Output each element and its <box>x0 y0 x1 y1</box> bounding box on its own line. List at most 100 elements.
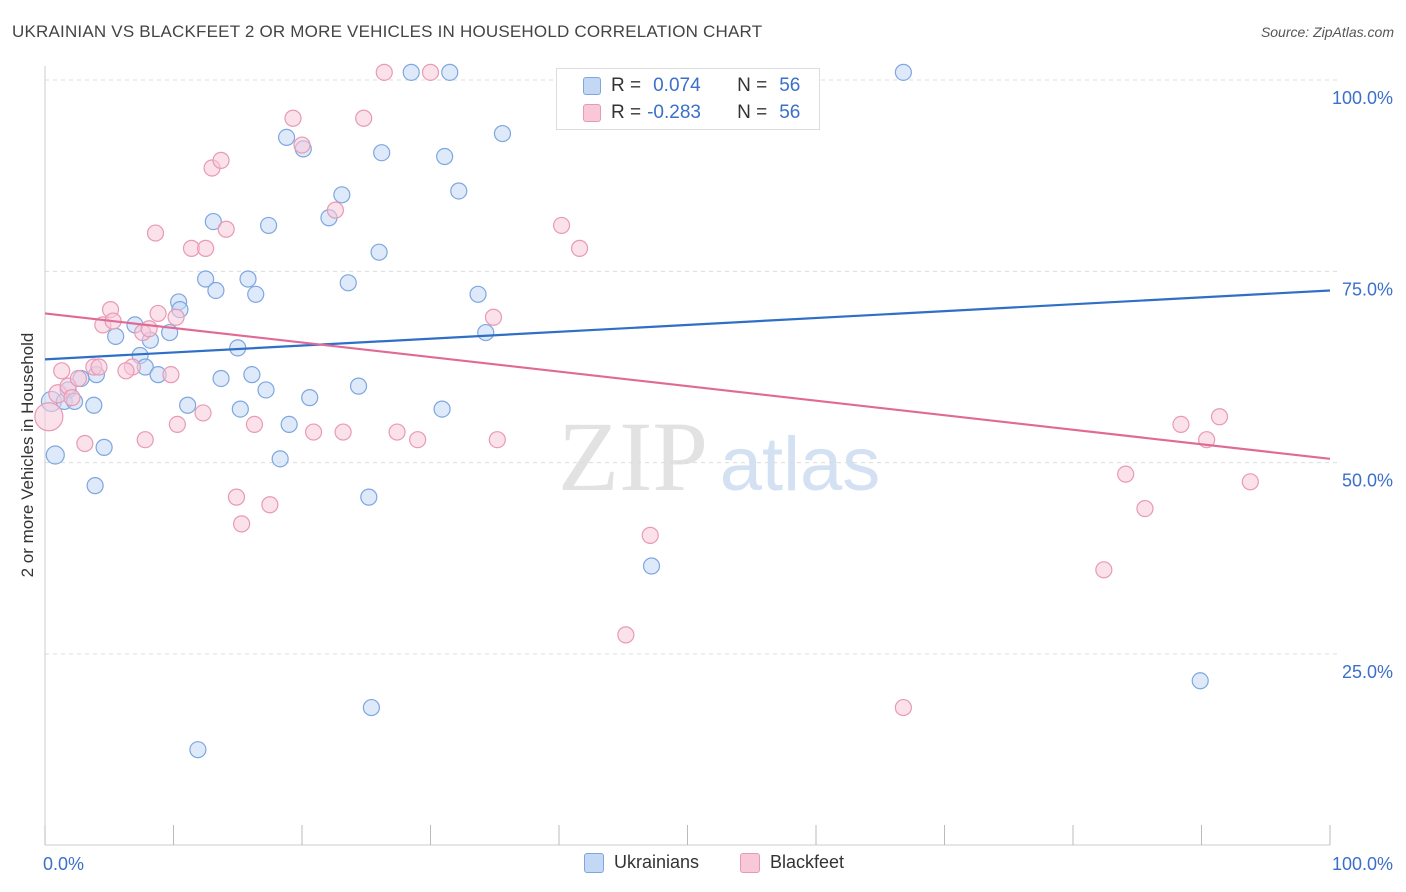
blackfeet-point <box>227 488 246 506</box>
watermark-zip: ZIP <box>558 401 708 512</box>
blackfeet-point <box>233 515 251 533</box>
ukrainians-point <box>894 63 912 81</box>
blackfeet-r-value: -0.283 <box>647 102 701 123</box>
blackfeet-point <box>1117 465 1135 483</box>
blackfeet-point <box>304 423 323 441</box>
blackfeet-point <box>149 304 167 323</box>
legend-blackfeet-label: Blackfeet <box>770 852 845 872</box>
ukrainians-point <box>257 381 275 399</box>
blackfeet-point <box>355 109 373 127</box>
legend-row-ukrainians: R = 0.074 N = 56 <box>583 74 800 98</box>
ukrainians-point <box>212 369 230 388</box>
series-legend: Ukrainians Blackfeet <box>0 852 1406 876</box>
correlation-legend: R = 0.074 N = 56 R = -0.283 N = 56 <box>556 68 820 130</box>
blackfeet-point <box>570 239 589 257</box>
ukrainians-point <box>373 144 391 162</box>
ukrainians-point <box>243 366 261 384</box>
ukrainians-trend-line <box>44 289 1331 361</box>
ukrainians-point <box>280 415 298 433</box>
ukrainians-point <box>189 741 207 759</box>
blackfeet-point <box>162 366 180 384</box>
blackfeet-point <box>1172 415 1190 433</box>
legend-ukrainians-label: Ukrainians <box>614 852 700 872</box>
blackfeet-point <box>284 109 302 127</box>
chart-title: UKRAINIAN VS BLACKFEET 2 OR MORE VEHICLE… <box>12 22 763 41</box>
ukrainians-point <box>436 147 454 166</box>
ukrainians-point <box>85 396 103 414</box>
blackfeet-n-label: N = <box>737 102 768 123</box>
ukrainians-point <box>301 389 319 407</box>
ukrainians-point <box>441 63 459 81</box>
blackfeet-point <box>167 308 185 326</box>
ukrainians-n-value: 56 <box>779 75 801 96</box>
ukrainians-point <box>86 477 104 495</box>
ukrainians-point <box>239 270 257 288</box>
blackfeet-point <box>212 151 230 169</box>
ukrainians-point <box>45 445 65 465</box>
ukrainians-point <box>339 274 357 292</box>
blackfeet-n-value: 56 <box>779 102 801 123</box>
blackfeet-point <box>63 389 81 407</box>
ukrainians-point <box>362 698 380 717</box>
ukrainians-point <box>1191 672 1209 690</box>
blackfeet-point <box>53 362 71 380</box>
y-tick-label: 75.0% <box>1342 279 1393 299</box>
ukrainians-point <box>271 450 289 468</box>
ukrainians-point <box>197 270 215 288</box>
ukrainians-point <box>402 63 420 81</box>
blackfeet-point <box>146 224 165 242</box>
blackfeet-point <box>90 358 108 376</box>
y-tick-label: 25.0% <box>1342 662 1393 682</box>
ukrainians-point <box>450 182 468 200</box>
blackfeet-r-label: R = <box>611 102 642 123</box>
blackfeet-point <box>197 239 215 257</box>
legend-blackfeet-swatch <box>740 852 760 873</box>
blackfeet-point <box>245 415 264 433</box>
blackfeet-point <box>217 220 235 238</box>
ukrainians-point <box>477 323 495 342</box>
blackfeet-point <box>421 63 440 81</box>
ukrainians-r-value: 0.074 <box>653 75 701 96</box>
ukrainians-point <box>370 243 388 261</box>
blackfeet-point <box>34 402 64 432</box>
blackfeet-point <box>617 626 635 644</box>
blackfeet-point <box>261 496 279 514</box>
blackfeet-point <box>326 201 345 219</box>
blackfeet-point <box>76 434 94 453</box>
blackfeet-point <box>334 423 352 441</box>
x-tick-label-max: 100.0% <box>1332 854 1393 874</box>
ukrainians-swatch <box>583 77 601 95</box>
blackfeet-point <box>375 63 393 81</box>
ukrainians-point <box>433 400 451 418</box>
ukrainians-r-label: R = <box>611 75 642 96</box>
blackfeet-point <box>1241 473 1259 491</box>
blackfeet-point <box>117 362 135 380</box>
ukrainians-point <box>207 281 225 300</box>
blackfeet-point <box>409 431 427 449</box>
ukrainians-point <box>360 488 378 506</box>
blackfeet-point <box>194 404 212 422</box>
blackfeet-point <box>140 320 158 338</box>
ukrainians-point <box>259 216 278 235</box>
ukrainians-point <box>95 438 113 456</box>
legend-row-blackfeet: R = -0.283 N = 56 <box>583 101 800 125</box>
ukrainians-point <box>349 377 368 395</box>
blackfeet-point <box>484 308 503 326</box>
ukrainians-point <box>642 557 661 575</box>
ukrainians-point <box>469 285 487 303</box>
y-tick-label: 50.0% <box>1342 471 1393 491</box>
ukrainians-point <box>231 400 249 418</box>
watermark-atlas: atlas <box>720 422 881 507</box>
ukrainians-point <box>107 327 125 345</box>
blackfeet-point <box>641 526 659 544</box>
blackfeet-swatch <box>583 104 601 122</box>
source-label: Source: ZipAtlas.com <box>1260 24 1394 40</box>
blackfeet-point <box>388 423 406 441</box>
ukrainians-point <box>333 186 351 204</box>
legend-item-blackfeet[interactable]: Blackfeet <box>740 852 844 873</box>
ukrainians-point <box>247 285 265 303</box>
blackfeet-point <box>1210 408 1229 426</box>
legend-item-ukrainians[interactable]: Ukrainians <box>584 852 699 873</box>
ukrainians-n-label: N = <box>737 75 768 96</box>
